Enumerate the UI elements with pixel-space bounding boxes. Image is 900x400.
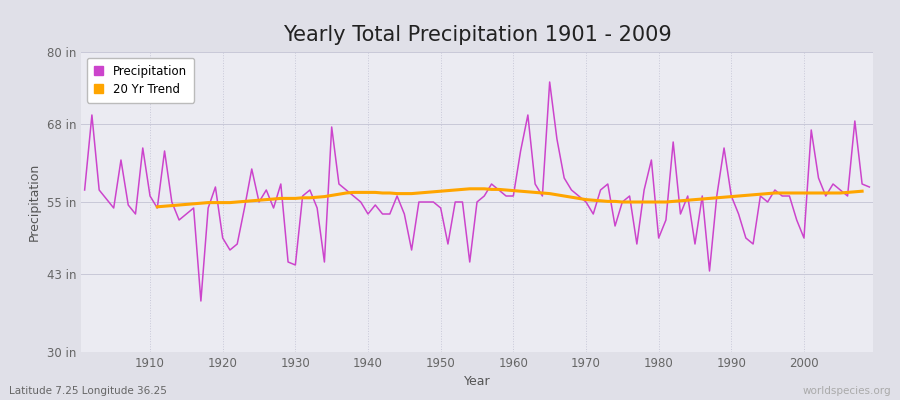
X-axis label: Year: Year	[464, 376, 490, 388]
Title: Yearly Total Precipitation 1901 - 2009: Yearly Total Precipitation 1901 - 2009	[283, 25, 671, 45]
Legend: Precipitation, 20 Yr Trend: Precipitation, 20 Yr Trend	[87, 58, 194, 103]
Text: Latitude 7.25 Longitude 36.25: Latitude 7.25 Longitude 36.25	[9, 386, 166, 396]
Y-axis label: Precipitation: Precipitation	[28, 163, 41, 241]
Text: worldspecies.org: worldspecies.org	[803, 386, 891, 396]
